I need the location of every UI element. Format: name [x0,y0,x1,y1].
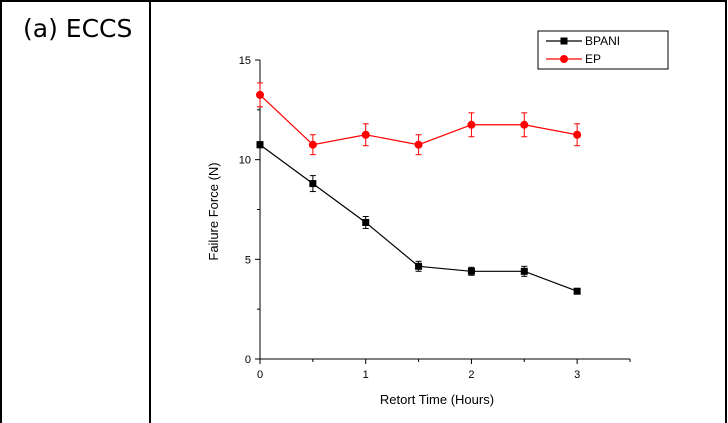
legend-box [537,30,669,70]
data-point [309,180,317,188]
legend-label: EP [585,52,601,66]
panel-label: (a) ECCS [23,14,133,43]
x-tick-label: 2 [468,369,474,381]
data-point [520,120,529,129]
y-tick-label: 10 [239,155,251,167]
chart-series [256,82,582,295]
y-tick-label: 5 [245,254,251,266]
data-point [414,140,423,149]
data-point [467,120,476,129]
data-point [256,90,264,99]
x-tick-label: 0 [257,369,263,381]
y-axis-title: Failure Force (N) [206,162,221,260]
data-point [467,267,475,275]
data-point [361,130,370,139]
y-tick-label: 15 [239,55,251,67]
data-point [415,262,423,270]
x-tick-label: 1 [363,369,369,381]
data-point [573,130,582,139]
data-point [573,287,581,295]
data-point [362,218,370,226]
legend-marker [560,37,568,45]
x-tick-label: 3 [574,369,580,381]
chart-axes: 0 1 2 3 0 5 10 15 Retort Time (Hours) Failure For… [206,55,631,407]
x-axis-title: Retort Time (Hours) [380,392,494,407]
legend-marker [560,55,568,63]
data-point [256,141,264,149]
data-point [520,267,528,275]
y-tick-label: 0 [245,354,251,366]
chart-legend: BPANI EP [537,30,669,70]
data-point [308,140,317,149]
legend-label: BPANI [585,34,620,48]
